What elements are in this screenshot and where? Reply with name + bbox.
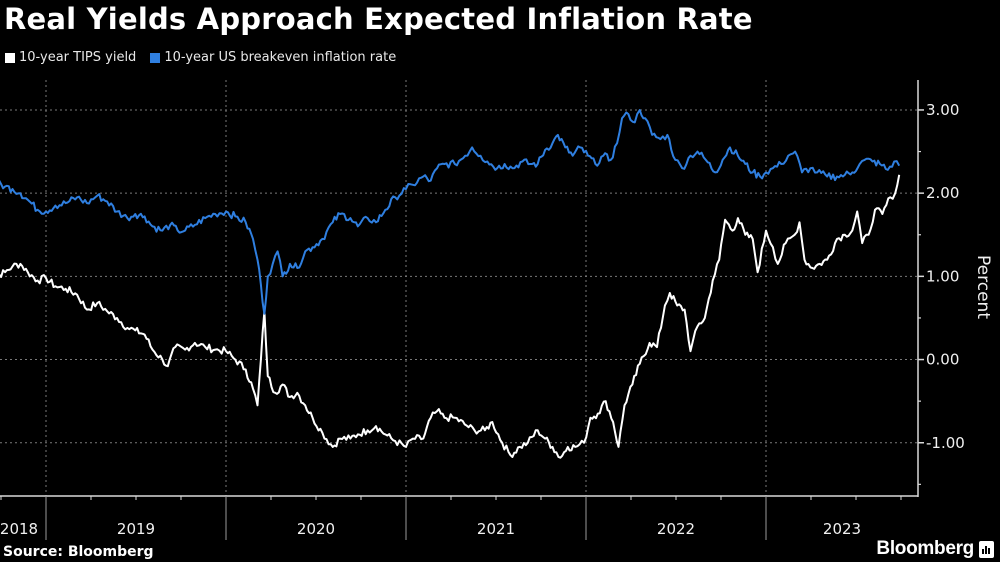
- y-tick-label: -1.00: [926, 434, 965, 452]
- legend-swatch-tips: [5, 52, 15, 63]
- brand-logo: Bloomberg: [876, 538, 994, 560]
- y-tick-label: 2.00: [926, 184, 959, 202]
- y-axis-title: Percent: [973, 255, 993, 319]
- x-ticks: 2018 2019 2020 2021 2022 2023: [0, 496, 902, 540]
- y-tick-label: 1.00: [926, 267, 959, 285]
- chart-title: Real Yields Approach Expected Inflation …: [4, 2, 753, 36]
- grid-lines: [0, 80, 918, 496]
- brand-name: Bloomberg: [876, 538, 974, 559]
- legend-label-breakeven: 10-year US breakeven inflation rate: [164, 50, 397, 65]
- series-line-breakeven-rate: [0, 109, 901, 315]
- x-tick-label: 2018: [0, 520, 38, 538]
- bloomberg-terminal-icon: [979, 540, 994, 558]
- legend-label-tips: 10-year TIPS yield: [19, 50, 137, 65]
- series-lines: [0, 109, 901, 459]
- x-tick-label: 2022: [657, 520, 695, 538]
- legend-item-tips: 10-year TIPS yield: [5, 50, 136, 65]
- x-tick-label: 2019: [117, 520, 155, 538]
- legend-swatch-breakeven: [150, 52, 161, 63]
- x-tick-label: 2020: [297, 520, 335, 538]
- chart-legend: 10-year TIPS yield 10-year US breakeven …: [5, 50, 396, 65]
- series-line-tips-yield: [0, 174, 901, 459]
- y-tick-label: 0.00: [926, 351, 959, 369]
- legend-item-breakeven: 10-year US breakeven inflation rate: [150, 50, 396, 65]
- axes: [0, 80, 919, 497]
- source-note: Source: Bloomberg: [3, 544, 154, 560]
- x-tick-label: 2021: [477, 520, 515, 538]
- y-ticks: 3.00 2.00 1.00 0.00 -1.00: [918, 101, 965, 485]
- y-tick-label: 3.00: [926, 101, 959, 119]
- x-tick-label: 2023: [823, 520, 861, 538]
